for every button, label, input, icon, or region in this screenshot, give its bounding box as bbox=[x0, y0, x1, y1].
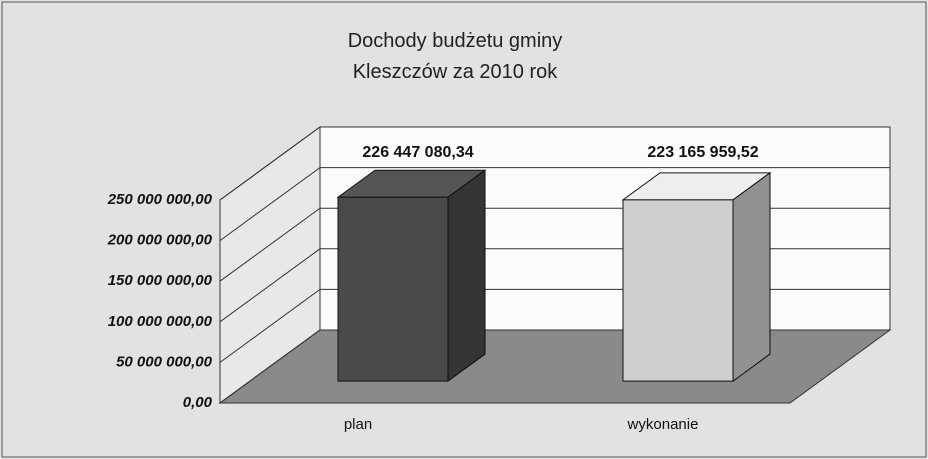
grid-line bbox=[219, 126, 890, 201]
data-label: 223 165 959,52 bbox=[647, 144, 758, 161]
floor bbox=[218, 329, 892, 404]
y-tick-label: 0,00 bbox=[183, 394, 213, 411]
y-tick-label: 50 000 000,00 bbox=[116, 353, 213, 370]
data-label: 226 447 080,34 bbox=[362, 144, 473, 161]
bar-side bbox=[732, 171, 771, 383]
grid-line bbox=[219, 167, 890, 242]
x-tick-label: plan bbox=[344, 416, 372, 433]
bar bbox=[337, 196, 449, 382]
bar bbox=[622, 199, 734, 382]
y-tick-label: 150 000 000,00 bbox=[108, 272, 213, 289]
bar-side bbox=[447, 169, 486, 383]
y-tick-label: 250 000 000,00 bbox=[107, 191, 213, 208]
y-tick-label: 200 000 000,00 bbox=[107, 232, 213, 249]
y-tick-label: 100 000 000,00 bbox=[108, 313, 213, 330]
chart-title: Dochody budżetu gminy Kleszczów za 2010 … bbox=[347, 30, 563, 83]
x-tick-label: wykonanie bbox=[627, 416, 699, 433]
